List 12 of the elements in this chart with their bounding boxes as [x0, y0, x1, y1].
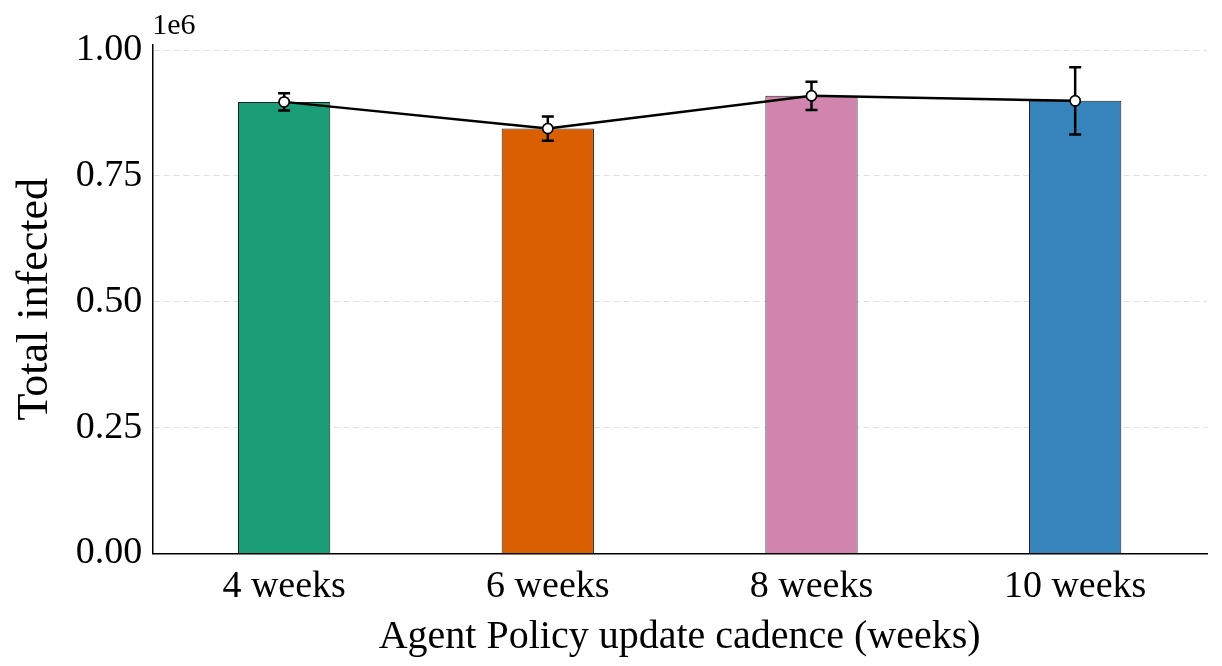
text: 1e6 [152, 6, 196, 40]
y-tick-label: 0.25 [75, 403, 143, 446]
y-axis-title: Total infected [7, 177, 57, 421]
y-tick-label: 0.75 [75, 151, 143, 194]
x-tick-label: 10 weeks [1003, 563, 1147, 606]
y-tick-label: 0.00 [75, 529, 143, 572]
x-tick-label: 6 weeks [486, 563, 610, 606]
x-axis-title: Agent Policy update cadence (weeks) [378, 611, 981, 657]
y-tick-label: 1.00 [75, 26, 143, 69]
y-tick-label: 0.50 [75, 277, 143, 320]
x-tick-label: 8 weeks [749, 563, 874, 606]
x-tick-label: 4 weeks [222, 563, 346, 606]
